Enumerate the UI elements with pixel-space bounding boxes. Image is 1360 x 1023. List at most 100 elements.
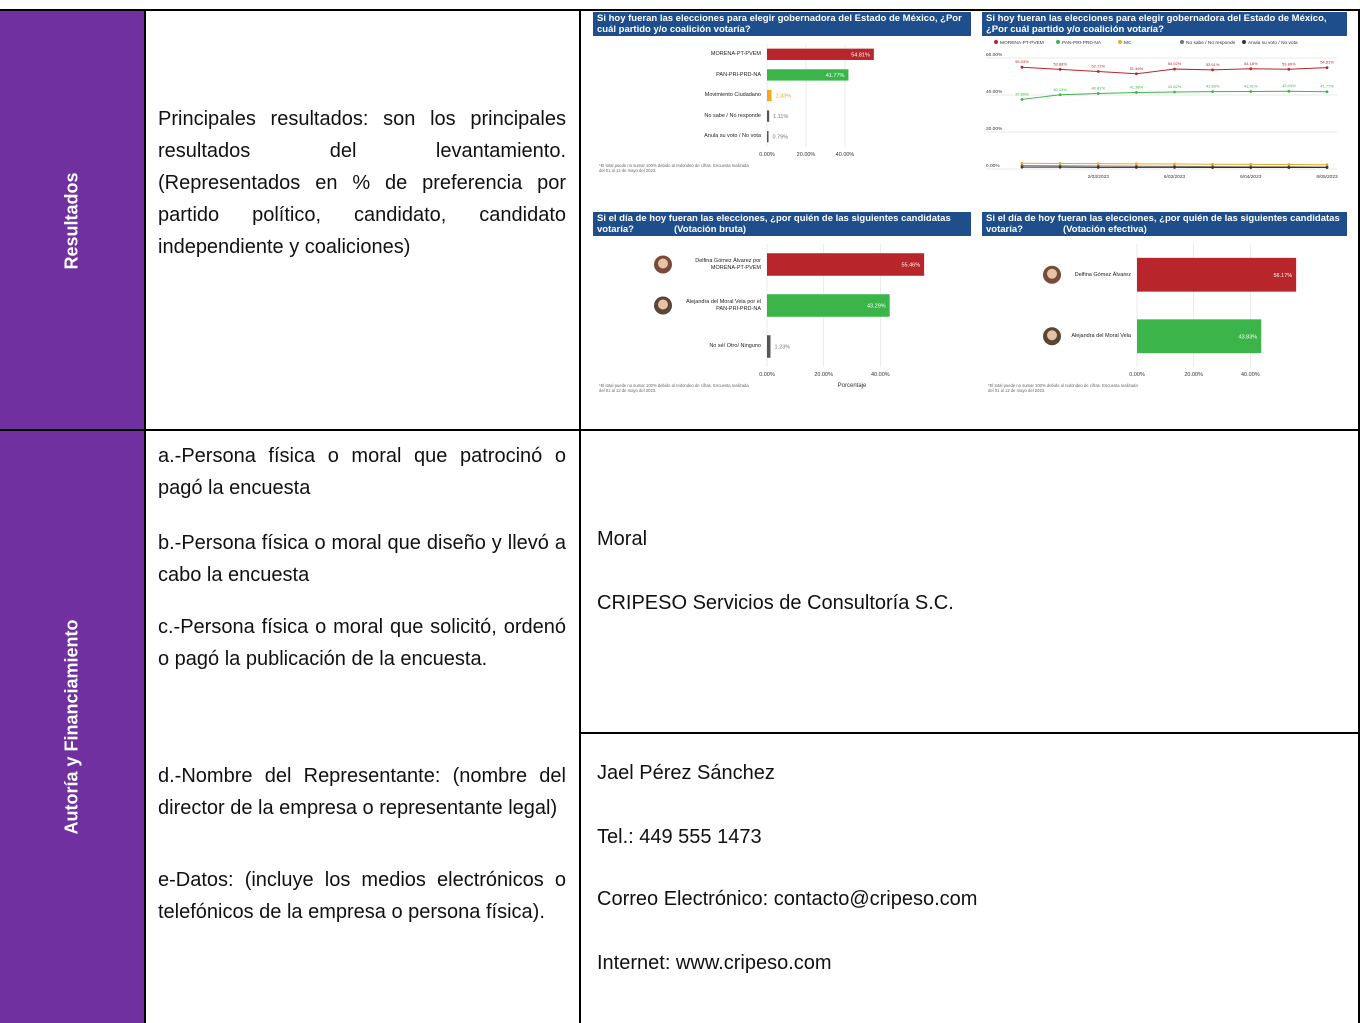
point: [1173, 162, 1176, 166]
y-tick-label: 0.00%: [986, 163, 1000, 169]
x-tick-label: 40.00%: [871, 372, 890, 378]
chart-title: Si el día de hoy fueran las elecciones, …: [597, 213, 951, 235]
value-label: 53.88%: [1053, 61, 1067, 66]
point: [1287, 67, 1291, 71]
answer: Internet: www.cripeso.com: [597, 952, 832, 974]
x-tick-label: 40.00%: [836, 152, 855, 158]
chart-panel: Si el día de hoy fueran las elecciones, …: [593, 212, 971, 407]
chart-title-bar: Si hoy fueran las elecciones para elegir…: [982, 12, 1347, 36]
category-label-box: No sé/ Otro/ Ninguno: [709, 343, 761, 350]
point: [1096, 70, 1100, 73]
value-label: 40.13%: [1053, 87, 1067, 92]
category-label: Alejandra del Moral Vela: [1071, 333, 1131, 339]
category-label-box: Alejandra del Moral Vela: [1071, 333, 1131, 339]
legend-label: No sabe / No responde: [1186, 40, 1236, 46]
category-label-box: MORENA-PT-PVEM: [710, 51, 761, 58]
chart-title-bar: Si el día de hoy fueran las elecciones, …: [982, 212, 1347, 236]
chart-title-bar: Si hoy fueran las elecciones para elegir…: [593, 12, 971, 36]
category-label-box: PAN-PRI-PRD-NA: [716, 71, 761, 78]
chart-subtitle: (Votación bruta): [673, 224, 747, 235]
value-label: 42.04%: [1282, 83, 1296, 88]
answer: Correo Electrónico: contacto@cripeso.com: [597, 888, 978, 910]
x-tick-label: 0.00%: [759, 152, 775, 158]
bar: [767, 89, 772, 102]
point: [1020, 98, 1024, 101]
category-label-box: Alejandra del Moral Vela por el PAN-PRI-…: [686, 299, 761, 312]
avatar-face: [1047, 330, 1057, 341]
note: *El total puede no sumar 100% debido al …: [599, 383, 749, 393]
x-tick-label: 0.00%: [759, 372, 775, 378]
legend-label: PAN-PRI-PRD-NA: [1062, 40, 1102, 46]
category-label: Delfina Gómez Álvarez: [1074, 271, 1131, 278]
point: [1249, 162, 1253, 166]
point: [1134, 91, 1138, 94]
point: [1173, 90, 1176, 94]
note-box: *El total puede no sumar 100% debido al …: [988, 383, 1138, 393]
category-label: PAN-PRI-PRD-NA: [716, 71, 761, 78]
category-label: No sabe / No responde: [704, 112, 761, 119]
category-label: No sé/ Otro/ Ninguno: [709, 343, 761, 350]
value-label: 51.46%: [1130, 66, 1144, 71]
x-tick-label: 6/03/2023: [1164, 174, 1186, 180]
bar: [767, 253, 925, 276]
chart-title-bar: Si el día de hoy fueran las elecciones, …: [593, 212, 971, 236]
point: [1325, 166, 1329, 169]
value-label: 52.71%: [1091, 63, 1105, 68]
y-tick-label: 40.00%: [986, 89, 1003, 95]
bar: [767, 69, 849, 81]
x-tick-label: 0.00%: [1129, 372, 1145, 378]
x-tick-label: 2/03/2023: [1088, 174, 1110, 180]
x-tick-label: 20.00%: [797, 152, 816, 158]
border: [1358, 9, 1360, 1023]
border: [580, 732, 1360, 734]
item: a.-Persona física o moral que patrocinó …: [158, 445, 566, 499]
chart: 0.00% 20.00% 40.00% Delfina Gómez Álvarez 56…: [988, 244, 1297, 393]
avatar-face: [1047, 268, 1057, 279]
y-tick-label: 20.00%: [986, 126, 1003, 132]
item: b.-Persona física o moral que diseño y l…: [158, 532, 566, 586]
bar: [767, 335, 771, 358]
x-tick-label: 20.00%: [1184, 372, 1203, 378]
section-header: Resultados: [0, 11, 144, 430]
border: [0, 429, 1360, 431]
value-label: 41.77%: [826, 73, 845, 79]
point: [1325, 66, 1329, 70]
legend-marker: [1242, 40, 1246, 44]
legend-marker: [1180, 40, 1184, 44]
x-tick-label: 6/04/2023: [1240, 174, 1262, 180]
value-label: 1.23%: [774, 345, 790, 351]
value-label: 54.81%: [851, 52, 870, 58]
category-label: MORENA-PT-PVEM: [710, 51, 761, 58]
bar: [767, 131, 769, 143]
chart: 0.00% 20.00% 40.00% Delfina Gómez Álvarez p…: [599, 244, 925, 393]
value-label: 41.62%: [1168, 84, 1182, 89]
avatar-face: [658, 299, 668, 310]
value-label: 0.79%: [773, 135, 789, 141]
point: [1173, 67, 1176, 71]
y-tick-label: 60.00%: [986, 52, 1003, 58]
item: d.-Nombre del Representante: (nombre del…: [158, 765, 566, 819]
value-label: 54.02%: [1168, 61, 1182, 66]
value-label: 37.60%: [1015, 91, 1029, 96]
legend-label: MORENA-PT-PVEM: [1000, 40, 1044, 46]
note-box: *El total puede no sumar 100% debido al …: [599, 163, 749, 173]
point: [1096, 92, 1100, 95]
border: [144, 9, 146, 1023]
chart-title: Si hoy fueran las elecciones para elegir…: [597, 13, 962, 35]
point: [1134, 72, 1138, 76]
item: c.-Persona física o moral que solicitó, …: [158, 616, 566, 670]
bar: [767, 110, 770, 122]
x-tick-label: 40.00%: [1241, 372, 1260, 378]
point: [1211, 162, 1215, 166]
point: [1058, 162, 1062, 165]
chart-title: Si el día de hoy fueran las elecciones, …: [986, 213, 1340, 235]
chart: MORENA-PT-PVEM PAN-PRI-PRD-NA MC No sabe / …: [986, 40, 1338, 180]
answer: Tel.: 449 555 1473: [597, 826, 762, 848]
note: *El total puede no sumar 100% debido al …: [599, 163, 749, 173]
x-tick-label: 20.00%: [814, 372, 833, 378]
category-label-box: Delfina Gómez Álvarez por MORENA-PT-PVEM: [695, 258, 761, 271]
point: [1020, 161, 1024, 165]
answer: Jael Pérez Sánchez: [597, 762, 775, 784]
category-label: Alejandra del Moral Vela por el PAN-PRI-…: [686, 299, 761, 312]
